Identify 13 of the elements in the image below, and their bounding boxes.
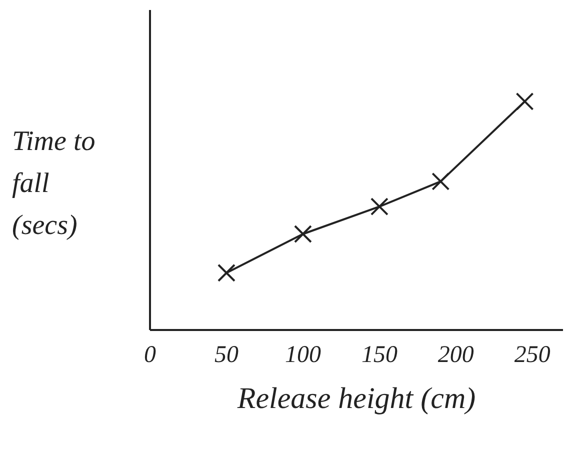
point <box>217 264 236 282</box>
x-tick-label: 100 <box>284 342 321 368</box>
x-tick-label: 200 <box>438 342 474 368</box>
x-tick-label: 150 <box>361 342 398 368</box>
x-axis-title: Release height (cm) <box>236 382 476 415</box>
point <box>516 92 534 110</box>
point <box>294 225 312 243</box>
x-tick-label: 250 <box>514 342 550 368</box>
x-tick-label: 50 <box>214 342 238 368</box>
y-axis-title: Time to fall (secs) <box>12 126 96 241</box>
x-tick-label: 0 <box>144 342 156 368</box>
point <box>370 198 388 216</box>
point <box>432 172 450 190</box>
